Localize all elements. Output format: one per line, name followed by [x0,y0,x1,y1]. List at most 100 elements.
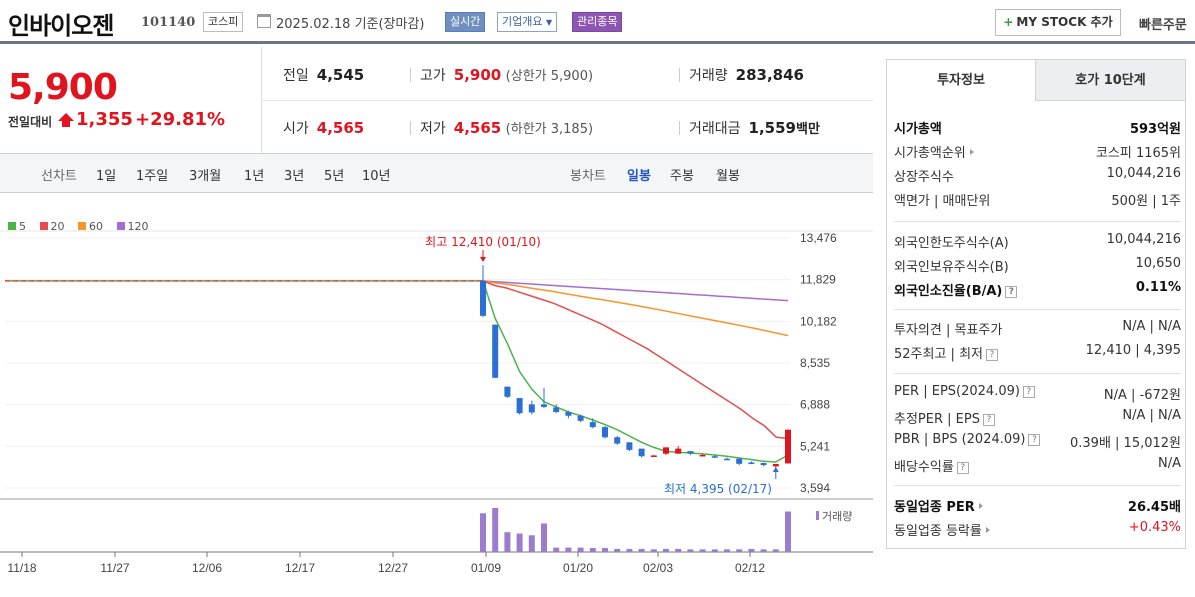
help-icon[interactable]: ? [1022,386,1035,398]
volume-bar [541,523,547,552]
legend-ma120: 120 [127,220,149,233]
volume-bar [663,548,669,552]
period-1d[interactable]: 1일 [96,169,117,184]
calendar-icon [257,14,271,28]
info-row: 배당수익률? N/A [894,456,1181,476]
candle-body [492,324,499,378]
caret-right-icon [978,503,983,509]
chart-canvas[interactable]: 13,476 11,829 10,182 8,535 6,888 5,241 3,594 11… [0,194,873,597]
up-arrow-icon [58,113,74,121]
info-row-value: N/A [1158,456,1181,471]
add-mystock-button[interactable]: + MY STOCK 추가 [995,9,1121,36]
period-3m[interactable]: 3개월 [189,169,222,184]
volume-bar [772,549,779,552]
info-row-value: 코스피 1165위 [1095,146,1181,161]
candle-body [626,442,633,450]
info-row-label: 투자의견 | 목표주가 [894,323,1003,338]
candle-body [602,427,608,438]
candle-body [699,454,706,457]
info-row-label: 52주최고 | 최저? [894,343,998,362]
period-5y[interactable]: 5년 [324,169,345,184]
price-chart[interactable]: 5 20 60 120 13,476 11,829 10,182 8,535 6,888… [0,194,873,597]
tab-orderbook[interactable]: 호가 10단계 [1036,60,1185,101]
info-row-value: 10,650 [1135,256,1182,271]
candle-body [516,398,523,414]
period-1y[interactable]: 1년 [244,169,265,184]
info-row: 외국인보유주식수(B) 10,650 [894,256,1181,276]
candle-body [675,448,682,454]
info-row: PBR | BPS (2024.09)? 0.39배 | 15,012원 [894,432,1181,452]
period-10y[interactable]: 10년 [362,169,391,184]
candle-body [785,429,791,464]
info-row[interactable]: 시가총액순위 코스피 1165위 [894,142,1181,162]
info-row[interactable]: 동일업종 등락률 +0.43% [894,520,1181,540]
stock-name: 인바이오젠 [8,12,114,40]
info-row-value: 10,044,216 [1106,232,1181,247]
info-row-label: 상장주식수 [894,170,954,185]
stat-low-value: 4,565 [453,119,502,137]
info-row-value: N/A | -672원 [1103,388,1181,403]
info-row-value: 500원 | 1주 [1111,194,1181,209]
current-price: 5,900 [8,67,118,108]
candle-body [724,458,730,461]
info-row-value: 10,044,216 [1106,166,1181,181]
max-price-label: 최고 12,410 (01/10) [425,235,541,249]
legend-ma60: 60 [89,220,103,233]
help-icon[interactable]: ? [1005,286,1018,298]
info-row: 시가총액 593억원 [894,118,1181,138]
candle-body [504,386,511,397]
tab-investment-info[interactable]: 투자정보 [887,60,1036,101]
x-tick-label: 12/27 [378,561,408,575]
x-tick-label: 01/09 [471,561,501,575]
stat-low: 저가 4,565 (하한가 3,185) [410,118,594,138]
period-3y[interactable]: 3년 [284,169,305,184]
volume-bar [638,548,645,552]
ma120-line [482,280,789,302]
volume-bar [589,548,596,552]
period-1w[interactable]: 1주일 [136,169,169,184]
stat-volume: 거래량 283,846 [679,65,804,85]
stat-prev-label: 전일 [283,68,309,84]
legend-ma20: 20 [50,220,65,233]
x-tick-label: 01/20 [563,561,593,575]
volume-bar [687,549,694,552]
volume-bar [736,549,743,552]
managed-stock-badge: 관리종목 [572,12,623,32]
panel-divider [894,485,1181,486]
company-overview-dropdown[interactable]: 기업개요 ▼ [497,12,558,32]
help-icon[interactable]: ? [1028,434,1041,446]
stat-volume-label: 거래량 [689,68,728,84]
up-arrow-icon-stem [62,121,70,127]
add-mystock-label: MY STOCK 추가 [1016,15,1113,29]
info-row-value: +0.43% [1128,520,1181,535]
y-tick-label: 13,476 [800,231,837,245]
help-icon[interactable]: ? [956,462,969,474]
help-icon[interactable]: ? [986,349,998,361]
stat-prev-value: 4,545 [316,66,365,84]
info-row-value: 26.45배 [1127,500,1181,515]
candle-body [480,280,486,316]
panel-divider [894,373,1181,374]
info-row-value: 593억원 [1129,122,1181,137]
volume-bar [626,548,633,552]
volume-bar [504,532,511,552]
volume-bar [565,547,572,552]
candle-weekly[interactable]: 주봉 [670,169,694,184]
volume-bar [614,548,621,552]
quick-order-button[interactable]: 빠른주문 [1139,18,1187,33]
info-row-label: 추정PER | EPS? [894,408,995,427]
realtime-button[interactable]: 실시간 [445,12,486,32]
info-row[interactable]: 동일업종 PER 26.45배 [894,496,1181,516]
help-icon[interactable]: ? [982,414,995,426]
info-row-label: 액면가 | 매매단위 [894,194,991,209]
panel-divider [894,221,1181,222]
stat-lower-limit: (하한가 3,185) [505,122,594,137]
candle-monthly[interactable]: 월봉 [716,169,740,184]
candle-daily[interactable]: 일봉 [627,169,651,184]
stat-volume-value: 283,846 [735,66,804,84]
volume-bar [528,535,535,552]
stat-high-value: 5,900 [453,66,502,84]
price-box: 5,900 전일대비 1,355 +29.81% [0,47,262,153]
info-row-label: 외국인보유주식수(B) [894,260,1009,275]
